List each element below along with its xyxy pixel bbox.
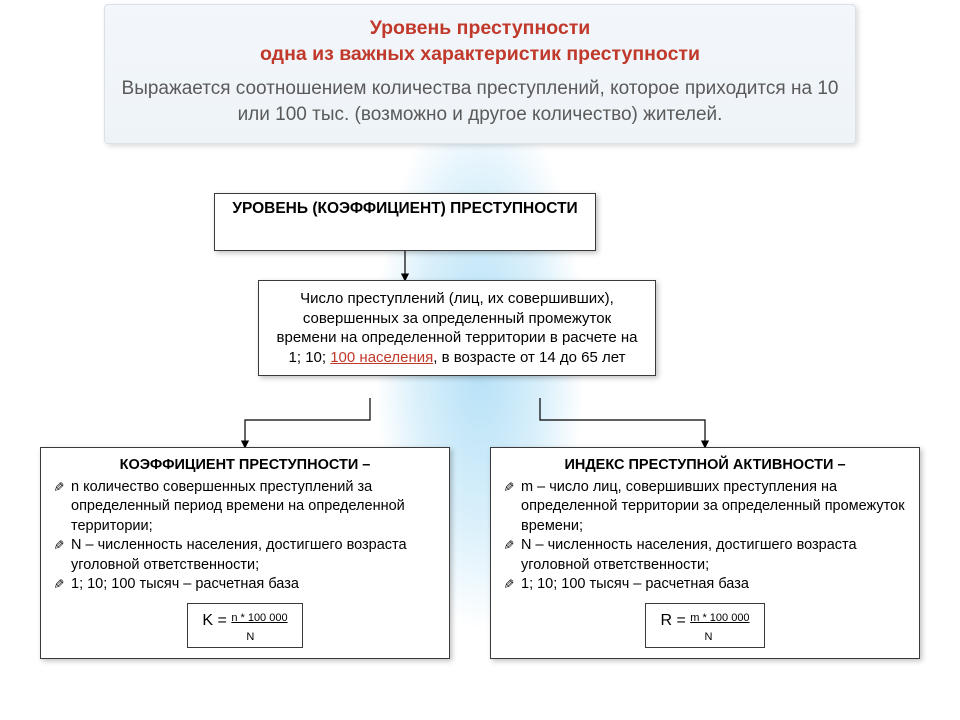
title-line-2: одна из важных характеристик преступност… xyxy=(260,43,700,65)
coef-b2: N – численность населения, достигшего во… xyxy=(53,536,437,575)
idx-formula-num: m * 100 000 xyxy=(690,612,749,624)
def-post: , в возрасте от 14 до 65 лет xyxy=(433,349,625,366)
node-index: ИНДЕКС ПРЕСТУПНОЙ АКТИВНОСТИ – m – число… xyxy=(490,447,920,659)
node-definition: Число преступлений (лиц, их совершивших)… xyxy=(258,280,656,376)
coef-b3: 1; 10; 100 тысяч – расчетная база xyxy=(53,575,437,595)
idx-formula-den: N xyxy=(660,630,749,645)
node-top-label: УРОВЕНЬ (КОЭФФИЦИЕНТ) ПРЕСТУПНОСТИ xyxy=(232,200,577,217)
coef-formula-den: N xyxy=(202,630,287,645)
node-top: УРОВЕНЬ (КОЭФФИЦИЕНТ) ПРЕСТУПНОСТИ xyxy=(214,193,596,251)
header-subtitle: Выражается соотношением количества прест… xyxy=(121,76,839,129)
header-box: Уровень преступности одна из важных хара… xyxy=(104,4,856,144)
coef-b1: n количество совершенных преступлений за… xyxy=(53,478,437,537)
coef-formula-num: n * 100 000 xyxy=(231,612,287,624)
idx-formula-lhs: R = xyxy=(660,612,690,629)
title-line-1: Уровень преступности xyxy=(370,17,591,39)
coef-title: КОЭФФИЦИЕНТ ПРЕСТУПНОСТИ – xyxy=(53,456,437,476)
idx-b3: 1; 10; 100 тысяч – расчетная база xyxy=(503,575,907,595)
idx-formula: R = m * 100 000 N xyxy=(645,603,764,648)
coef-formula: K = n * 100 000 N xyxy=(187,603,302,648)
idx-b2: N – численность населения, достигшего во… xyxy=(503,536,907,575)
def-link[interactable]: 100 населения xyxy=(330,349,433,366)
header-title: Уровень преступности одна из важных хара… xyxy=(121,15,839,68)
coef-formula-lhs: K = xyxy=(202,612,231,629)
node-coefficient: КОЭФФИЦИЕНТ ПРЕСТУПНОСТИ – n количество … xyxy=(40,447,450,659)
idx-b1: m – число лиц, совершивших преступления … xyxy=(503,478,907,537)
idx-title: ИНДЕКС ПРЕСТУПНОЙ АКТИВНОСТИ – xyxy=(503,456,907,476)
